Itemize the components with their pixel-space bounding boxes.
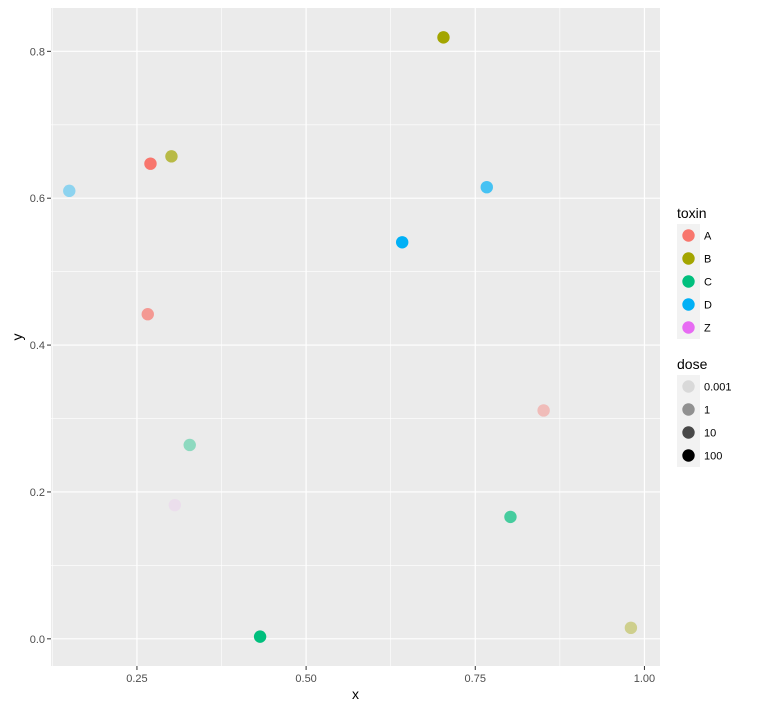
data-point (144, 157, 157, 170)
legend-toxin-title: toxin (677, 205, 707, 221)
legend-dose: dose 0.001 1 10 100 (677, 356, 732, 467)
x-axis: 0.25 0.50 0.75 1.00 (126, 666, 655, 685)
minor-gridlines (51, 8, 660, 666)
legend-swatch (682, 403, 695, 416)
legend-dose-title: dose (677, 356, 708, 372)
legend-label: 0.001 (704, 382, 732, 394)
data-points (63, 31, 638, 643)
legend-swatch (682, 229, 695, 242)
data-point (480, 180, 493, 194)
data-point (537, 404, 550, 417)
legend-label: Z (704, 323, 711, 335)
y-tick-label: 0.8 (30, 46, 45, 58)
y-axis: 0.0 0.2 0.4 0.6 0.8 (30, 46, 51, 646)
legend-swatch (682, 449, 695, 462)
data-point (141, 308, 154, 321)
legend-swatch (682, 252, 695, 265)
legend-swatch (682, 380, 695, 393)
plot-panel (51, 8, 660, 666)
x-tick-label: 0.50 (295, 673, 316, 685)
data-point (253, 630, 267, 643)
data-point (624, 621, 638, 635)
legend-label: B (704, 254, 711, 266)
data-point (168, 498, 182, 512)
y-axis-title: y (9, 334, 25, 341)
legend-label: D (704, 300, 712, 312)
data-point (63, 184, 76, 198)
legend-label: C (704, 277, 712, 289)
legend-swatch (682, 275, 695, 288)
y-tick-label: 0.0 (30, 634, 45, 646)
legend-label: 100 (704, 451, 722, 463)
legend-label: 10 (704, 428, 716, 440)
data-point (183, 438, 196, 452)
data-point (165, 150, 178, 163)
x-tick-label: 0.75 (465, 673, 486, 685)
y-tick-label: 0.2 (30, 487, 45, 499)
legend-label: 1 (704, 405, 710, 417)
legend-swatch (682, 298, 695, 311)
y-tick-label: 0.6 (30, 193, 45, 205)
legend-key-box (677, 375, 700, 398)
x-tick-label: 1.00 (634, 673, 655, 685)
legend-swatch (682, 426, 695, 439)
x-tick-label: 0.25 (126, 673, 147, 685)
legend-label: A (704, 231, 712, 243)
y-tick-label: 0.4 (30, 340, 45, 352)
data-point (437, 31, 450, 44)
legend-swatch (682, 321, 695, 334)
major-gridlines (51, 8, 660, 666)
data-point (395, 236, 409, 249)
legend-key-box (677, 398, 700, 421)
data-point (504, 510, 517, 524)
x-axis-title: x (352, 686, 359, 702)
